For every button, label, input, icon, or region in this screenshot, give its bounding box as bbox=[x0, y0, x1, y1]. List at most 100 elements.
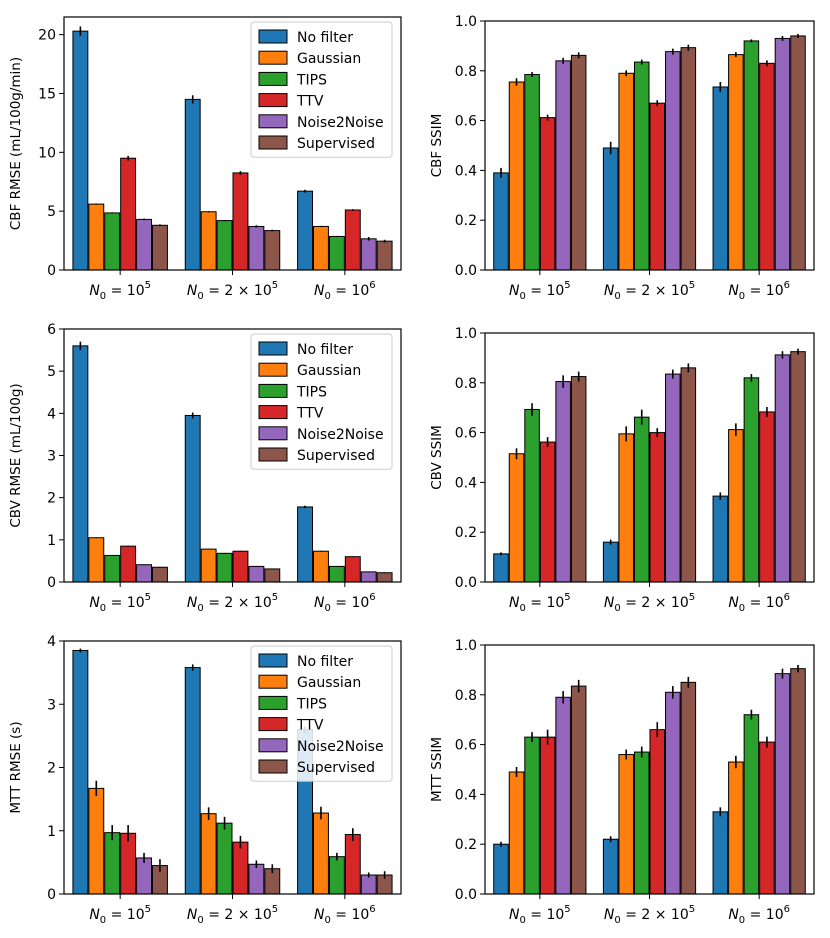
legend-label: Supervised bbox=[297, 136, 375, 152]
bar bbox=[743, 377, 760, 583]
y-tick-label: 15 bbox=[38, 86, 56, 102]
bar bbox=[360, 571, 377, 583]
legend-swatch bbox=[258, 341, 288, 356]
bar bbox=[743, 40, 760, 271]
x-tick-label: N0 = 106 bbox=[728, 280, 790, 302]
bar bbox=[493, 553, 509, 583]
y-tick-label: 1.0 bbox=[455, 326, 477, 342]
chart-panel-2: 0.0 0.2 0.4 0.6 0.8 1.0 CBF SSIM N0 = 105 N0 = 2… bbox=[429, 14, 815, 302]
bar bbox=[633, 751, 650, 895]
bar bbox=[120, 157, 137, 271]
bar bbox=[104, 212, 121, 271]
chart-panel-5: 0 1 2 3 4 MTT RMSE (s) N0 = 105 N0 = 2 × 105 N0 … bbox=[8, 634, 402, 926]
bar bbox=[633, 61, 650, 271]
bar bbox=[151, 224, 168, 271]
chart-panel-3: 0 1 2 3 4 5 6 CBV RMSE (mL/100g) N0 = 105 N0 = 2 … bbox=[8, 322, 402, 614]
bar bbox=[232, 172, 249, 271]
bar bbox=[649, 729, 666, 895]
y-tick-label: 0.8 bbox=[455, 688, 477, 704]
y-tick-label: 1.0 bbox=[455, 14, 477, 30]
y-tick-label: 1.0 bbox=[455, 638, 477, 654]
legend-swatch bbox=[258, 383, 288, 398]
x-tick-label: N0 = 105 bbox=[89, 592, 151, 614]
y-axis-label: MTT RMSE (s) bbox=[8, 721, 24, 813]
bar bbox=[665, 691, 681, 895]
x-tick-label: N0 = 2 × 105 bbox=[604, 904, 695, 926]
legend-swatch bbox=[258, 738, 288, 753]
chart-panel-4: 0.0 0.2 0.4 0.6 0.8 1.0 CBV SSIM N0 = 105 N0 = 2… bbox=[429, 326, 815, 614]
bar bbox=[184, 667, 201, 895]
x-tick-label: N0 = 106 bbox=[728, 592, 790, 614]
x-tick-label: N0 = 2 × 105 bbox=[187, 904, 278, 926]
x-tick-label: N0 = 105 bbox=[89, 280, 151, 302]
bar bbox=[120, 832, 137, 895]
bar bbox=[344, 556, 361, 583]
bar bbox=[539, 736, 556, 895]
bar bbox=[602, 838, 619, 895]
y-tick-label: 2 bbox=[47, 761, 56, 777]
bar bbox=[360, 874, 377, 895]
bar bbox=[602, 541, 619, 583]
y-tick-label: 0.0 bbox=[455, 887, 477, 903]
bar bbox=[136, 564, 152, 583]
y-tick-label: 1 bbox=[47, 824, 56, 840]
bar bbox=[712, 495, 729, 583]
y-tick-label: 0 bbox=[47, 263, 56, 279]
legend-label: Supervised bbox=[297, 760, 375, 776]
x-tick-label: N0 = 106 bbox=[314, 280, 376, 302]
bar bbox=[200, 211, 217, 271]
bar bbox=[264, 568, 281, 583]
bar bbox=[508, 81, 525, 271]
y-tick-label: 6 bbox=[47, 322, 56, 338]
x-tick-label: N0 = 105 bbox=[509, 904, 571, 926]
legend-swatch bbox=[258, 135, 288, 150]
legend-label: TIPS bbox=[296, 696, 327, 712]
y-tick-label: 0.4 bbox=[455, 163, 477, 179]
bar bbox=[633, 416, 650, 583]
bar bbox=[728, 761, 744, 895]
y-tick-label: 4 bbox=[47, 406, 56, 422]
bar bbox=[72, 30, 89, 271]
bar bbox=[200, 813, 217, 895]
bar bbox=[665, 51, 681, 271]
legend-label: TTV bbox=[296, 718, 324, 734]
y-tick-label: 5 bbox=[47, 204, 56, 220]
legend-label: Gaussian bbox=[297, 363, 361, 379]
bar bbox=[649, 432, 666, 583]
bar bbox=[774, 37, 791, 271]
bar bbox=[618, 754, 634, 895]
bar bbox=[555, 60, 571, 271]
y-tick-label: 0.2 bbox=[455, 837, 477, 853]
y-tick-label: 0.0 bbox=[455, 263, 477, 279]
y-tick-label: 0.6 bbox=[455, 738, 477, 754]
legend-swatch bbox=[258, 447, 288, 462]
bar bbox=[104, 554, 121, 583]
bar bbox=[493, 843, 509, 895]
chart-panel-6: 0.0 0.2 0.4 0.6 0.8 1.0 MTT SSIM N0 = 105 N0 = 2… bbox=[429, 638, 815, 926]
bar bbox=[570, 685, 587, 895]
legend-label: Noise2Noise bbox=[297, 427, 384, 443]
bar bbox=[493, 172, 509, 271]
bar bbox=[136, 218, 152, 271]
legend-swatch bbox=[258, 759, 288, 774]
legend-label: TTV bbox=[296, 406, 324, 422]
bar bbox=[602, 147, 619, 271]
bar bbox=[649, 102, 666, 271]
bar bbox=[328, 235, 345, 271]
bar bbox=[774, 673, 791, 895]
y-axis-label: CBV RMSE (mL/100g) bbox=[8, 383, 24, 527]
bar bbox=[759, 741, 775, 895]
y-tick-label: 5 bbox=[47, 364, 56, 380]
bar bbox=[248, 225, 265, 271]
bar bbox=[680, 367, 697, 583]
bar bbox=[184, 414, 201, 583]
y-axis-label: CBF SSIM bbox=[429, 114, 445, 178]
bar bbox=[508, 771, 525, 895]
legend-label: Gaussian bbox=[297, 51, 361, 67]
bar bbox=[774, 354, 791, 583]
bar bbox=[328, 565, 345, 583]
y-tick-label: 0.8 bbox=[455, 376, 477, 392]
y-tick-label: 3 bbox=[47, 449, 56, 465]
bar bbox=[264, 230, 281, 271]
x-tick-label: N0 = 105 bbox=[509, 592, 571, 614]
